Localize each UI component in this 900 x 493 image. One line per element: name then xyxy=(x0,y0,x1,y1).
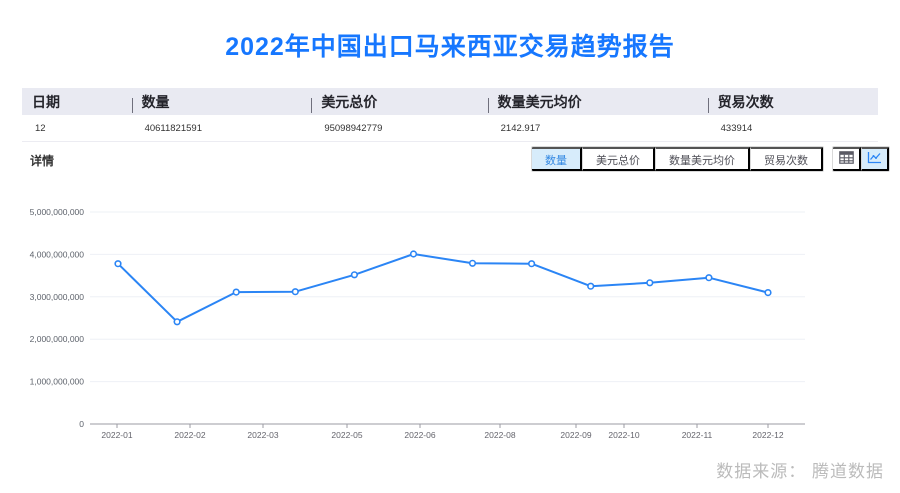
metric-button-usd-total[interactable]: 美元总价 xyxy=(582,147,655,171)
table-row: 12 40611821591 95098942779 2142.917 4339… xyxy=(22,115,878,142)
header-cell-quantity: 数量 xyxy=(131,92,312,113)
metric-button-trade-count[interactable]: 贸易次数 xyxy=(750,147,823,171)
cell-date: 12 xyxy=(35,122,46,134)
svg-text:2022-10: 2022-10 xyxy=(608,430,639,440)
cell-quantity: 40611821591 xyxy=(144,122,202,134)
svg-text:1,000,000,000: 1,000,000,000 xyxy=(30,377,85,387)
chart-view-button[interactable] xyxy=(861,147,889,171)
cell-trade-count: 433914 xyxy=(720,122,753,134)
metric-button-group: 数量 美元总价 数量美元均价 贸易次数 xyxy=(531,146,824,172)
svg-text:3,000,000,000: 3,000,000,000 xyxy=(30,292,85,302)
svg-text:2022-12: 2022-12 xyxy=(752,430,783,440)
header-cell-avg-price: 数量美元均价 xyxy=(487,92,708,113)
cell-usd-total: 95098942779 xyxy=(324,122,383,134)
svg-text:2022-11: 2022-11 xyxy=(682,430,713,440)
series-quantity xyxy=(114,250,772,326)
svg-text:2022-02: 2022-02 xyxy=(174,430,205,440)
metric-button-quantity[interactable]: 数量 xyxy=(532,147,582,171)
metric-toolbar: 数量 美元总价 数量美元均价 贸易次数 xyxy=(531,146,890,172)
gridlines xyxy=(90,211,805,383)
svg-text:2022-06: 2022-06 xyxy=(404,430,435,440)
metric-button-avg-price[interactable]: 数量美元均价 xyxy=(655,147,750,171)
detail-label: 详情 xyxy=(30,154,55,168)
header-cell-usd-total: 美元总价 xyxy=(311,92,487,113)
svg-text:2022-08: 2022-08 xyxy=(484,430,515,440)
summary-table-header-row: 日期 数量 美元总价 数量美元均价 贸易次数 xyxy=(22,88,878,115)
table-icon xyxy=(838,151,854,167)
svg-text:2022-03: 2022-03 xyxy=(247,430,278,440)
svg-text:2022-01: 2022-01 xyxy=(101,430,132,440)
data-source-credit: 数据来源： 腾道数据 xyxy=(716,462,884,481)
table-view-button[interactable] xyxy=(833,147,861,171)
svg-text:4,000,000,000: 4,000,000,000 xyxy=(30,249,85,259)
trend-line-chart: 0 1,000,000,000 2,000,000,000 3,000,000,000… xyxy=(30,207,805,440)
svg-text:2022-09: 2022-09 xyxy=(560,430,591,440)
axes: 0 1,000,000,000 2,000,000,000 3,000,000,000… xyxy=(30,207,805,440)
svg-text:5,000,000,000: 5,000,000,000 xyxy=(30,207,85,217)
line-chart-icon xyxy=(867,151,882,167)
svg-text:0: 0 xyxy=(79,419,84,429)
header-cell-trade-count: 贸易次数 xyxy=(707,92,878,113)
svg-text:2022-05: 2022-05 xyxy=(331,430,362,440)
summary-table: 日期 数量 美元总价 数量美元均价 贸易次数 12 40611821591 95… xyxy=(22,88,878,142)
cell-avg-price: 2142.917 xyxy=(500,122,541,134)
view-toggle-group xyxy=(832,146,890,172)
header-cell-date: 日期 xyxy=(32,93,60,110)
svg-text:2,000,000,000: 2,000,000,000 xyxy=(30,334,85,344)
page-title: 2022年中国出口马来西亚交易趋势报告 xyxy=(225,33,675,61)
